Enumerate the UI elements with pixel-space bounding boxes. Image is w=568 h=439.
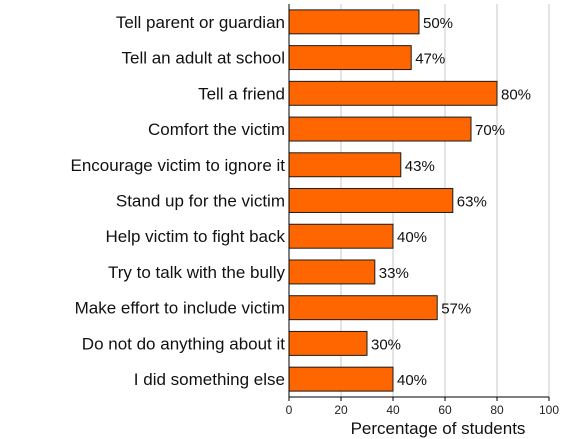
x-tick-label-0: 0 [286,403,293,417]
bar-4 [288,116,472,142]
category-label-7: Help victim to fight back [105,227,285,246]
value-labels: 50% 47% 80% 70% 43% 63% 40% 33% 57% 30% 40% [371,15,531,389]
value-label-8: 33% [379,265,409,282]
category-label-5: Encourage victim to ignore it [71,156,286,175]
value-label-3: 80% [501,86,531,103]
category-label-6: Stand up for the victim [116,192,285,211]
bars [288,9,498,392]
category-label-3: Tell a friend [198,84,285,103]
x-axis: 0 20 40 60 80 100 [286,4,559,417]
value-label-2: 47% [415,51,445,68]
value-label-1: 50% [423,15,453,32]
value-label-5: 43% [405,158,435,175]
value-label-6: 63% [457,194,487,211]
value-label-7: 40% [397,229,427,246]
bar-8 [288,259,376,285]
value-label-11: 40% [397,372,427,389]
category-label-9: Make effort to include victim [75,299,285,318]
value-label-10: 30% [371,336,401,353]
bar-3 [288,80,498,106]
bar-1 [288,9,420,35]
bar-2 [288,45,412,71]
bar-6 [288,188,454,213]
bar-5 [288,152,402,178]
bar-10 [288,330,368,356]
x-tick-label-40: 40 [386,403,400,417]
category-label-8: Try to talk with the bully [108,263,285,282]
x-tick-label-100: 100 [539,403,559,417]
x-tick-label-20: 20 [334,403,348,417]
x-tick-label-80: 80 [490,403,504,417]
value-label-4: 70% [475,122,505,139]
category-label-10: Do not do anything about it [82,334,285,353]
category-label-1: Tell parent or guardian [116,13,285,32]
bar-7 [288,223,394,249]
bar-9 [288,295,438,321]
x-axis-title: Percentage of students [351,419,526,438]
bar-11 [288,366,394,392]
category-label-11: I did something else [134,370,285,389]
category-labels: Tell parent or guardian Tell an adult at … [71,13,286,389]
x-tick-label-60: 60 [438,403,452,417]
category-label-2: Tell an adult at school [122,49,286,68]
category-label-4: Comfort the victim [148,120,285,139]
value-label-9: 57% [441,301,471,318]
